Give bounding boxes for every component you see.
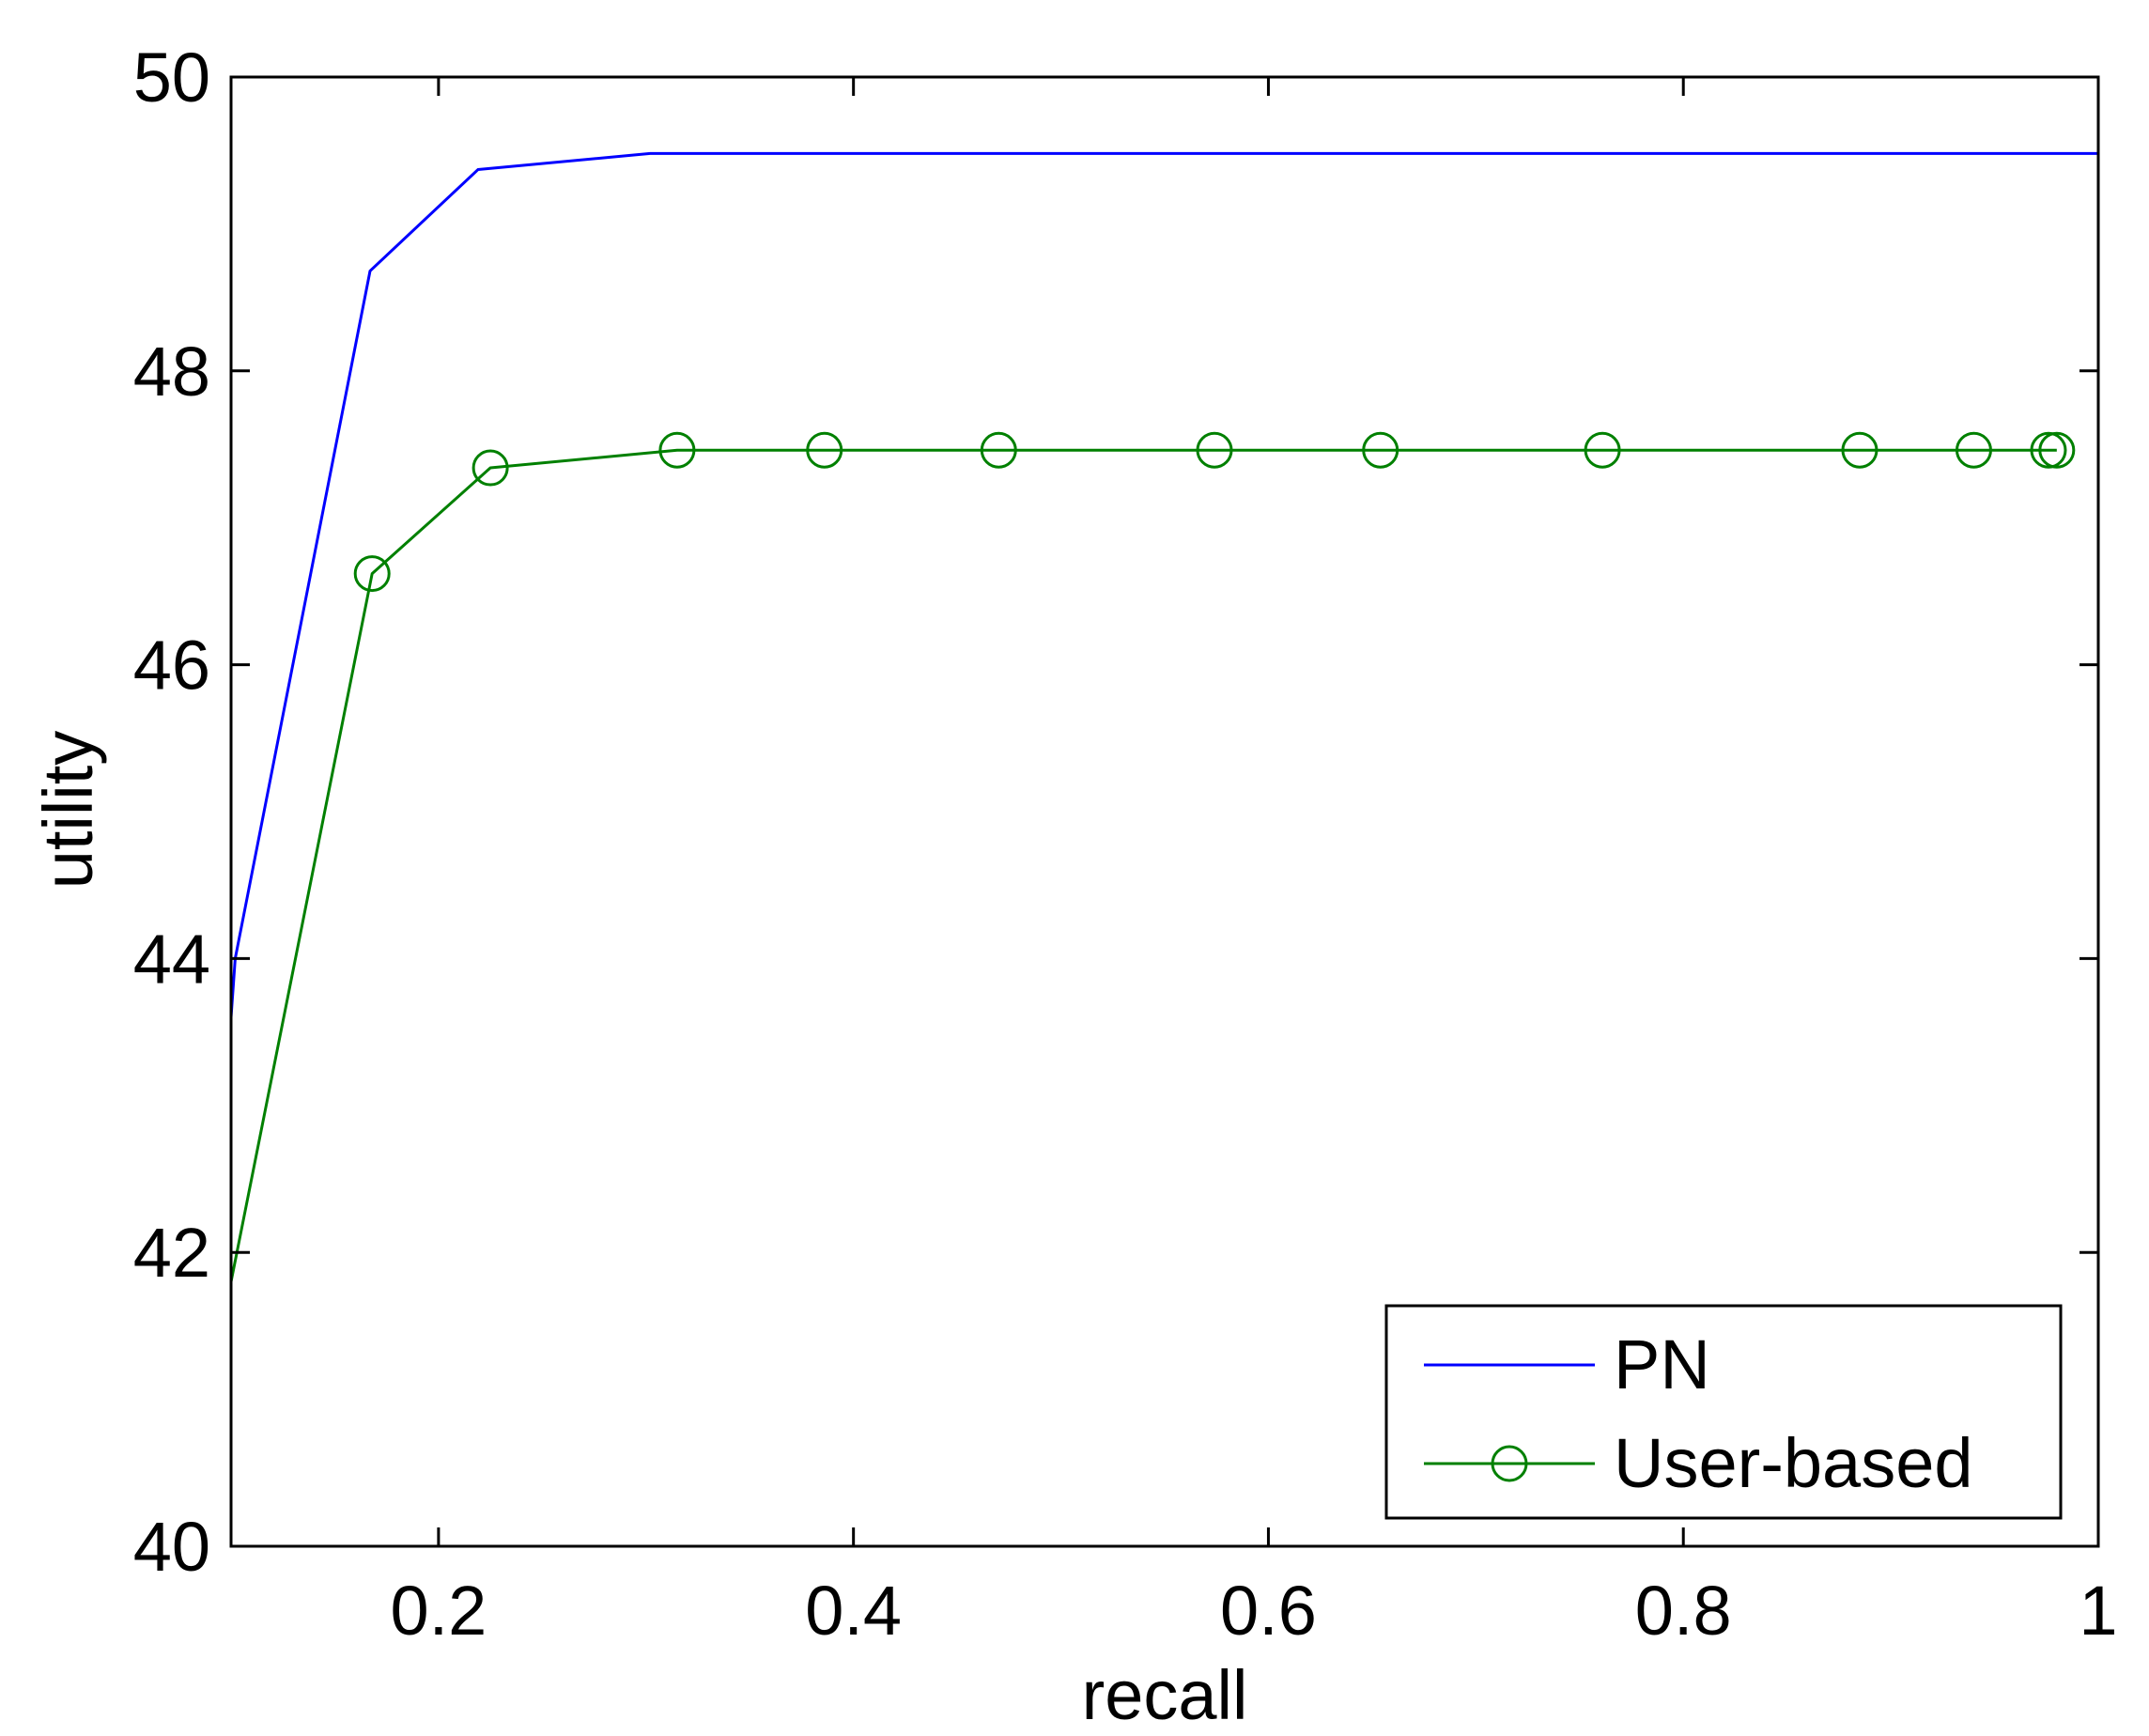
series-point-user-based: [353, 555, 391, 593]
y-tick-label: 46: [133, 627, 210, 705]
y-tick-label: 48: [133, 333, 210, 411]
series-point-user-based: [980, 431, 1017, 469]
series-point-user-based: [806, 431, 843, 469]
series-point-user-based: [1196, 431, 1233, 469]
y-tick-label: 50: [133, 39, 210, 116]
series-point-user-based: [472, 449, 509, 487]
x-tick-label: 0.2: [390, 1572, 487, 1650]
legend-user-based-marker: [1491, 1445, 1528, 1482]
series-point-user-based: [1955, 431, 1992, 469]
x-tick-label: 0.6: [1220, 1572, 1317, 1650]
series-point-user-based: [1841, 431, 1878, 469]
y-tick-label: 40: [133, 1508, 210, 1586]
series-point-user-based: [658, 431, 696, 469]
legend-pn-label: PN: [1614, 1325, 1710, 1403]
legend: PN User-based: [1384, 1304, 2063, 1520]
axes: 0.2 0.4 0.6 0.8 1 40 42 44 46 48 50: [133, 39, 2118, 1650]
series-line-user-based: [229, 448, 2057, 1282]
series-point-user-based: [1362, 431, 1399, 469]
y-axis-label: utility: [29, 731, 107, 890]
series-point-user-based: [2038, 431, 2076, 469]
x-tick-label: 1: [2079, 1572, 2117, 1650]
series-point-user-based: [2030, 431, 2067, 469]
legend-box: [1384, 1304, 2063, 1520]
y-tick-label: 42: [133, 1214, 210, 1292]
plot-frame: [229, 75, 2100, 1548]
x-tick-label: 0.8: [1635, 1572, 1732, 1650]
legend-user-based-label: User-based: [1614, 1424, 1973, 1502]
x-tick-label: 0.4: [805, 1572, 902, 1650]
y-tick-label: 44: [133, 920, 210, 998]
x-axis-label: recall: [1082, 1656, 1248, 1734]
series-point-user-based: [1584, 431, 1621, 469]
